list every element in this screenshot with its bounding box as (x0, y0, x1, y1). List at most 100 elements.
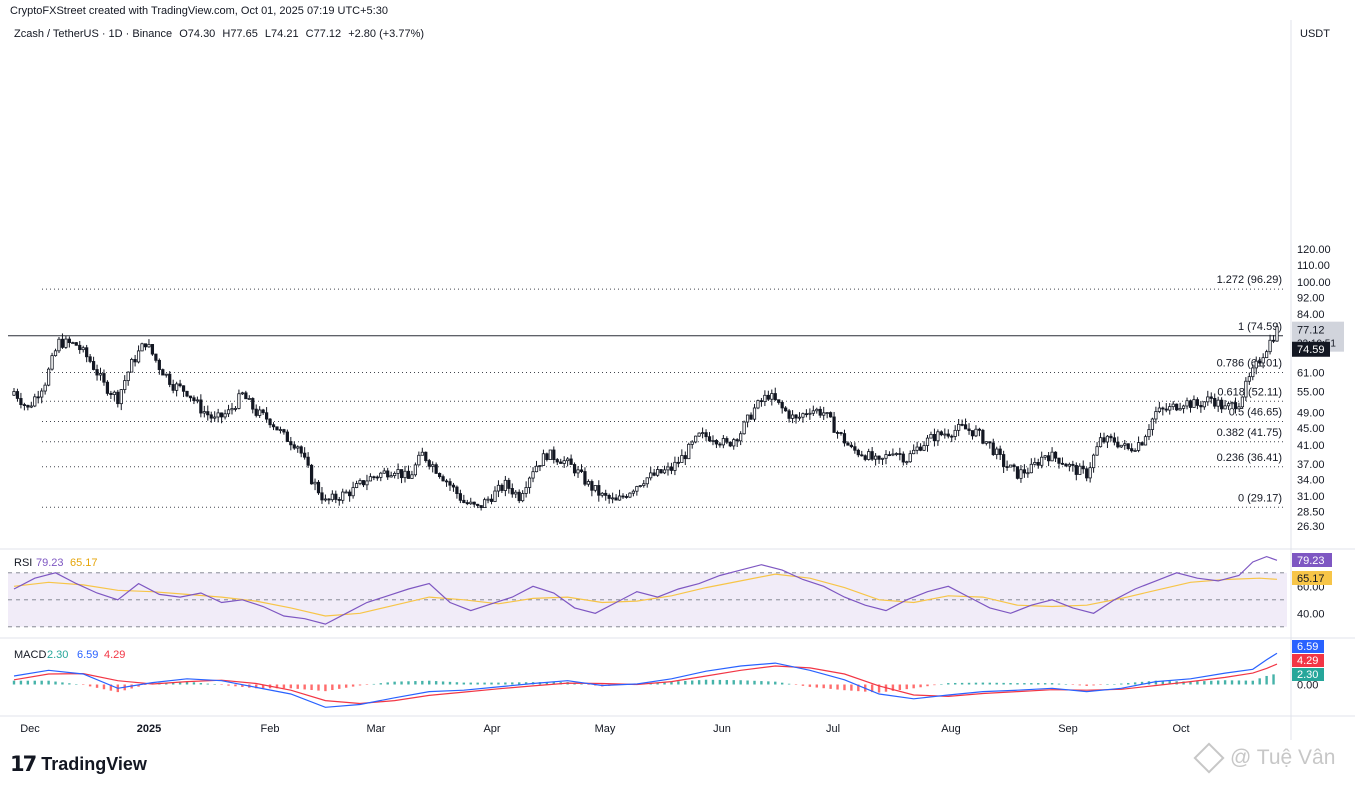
candle-body (1081, 465, 1085, 470)
candle-body (714, 440, 719, 445)
fib-level-label: 0.786 (61.01) (1217, 357, 1282, 369)
macd-histogram-bar (137, 684, 140, 687)
candle-body (469, 501, 473, 505)
macd-histogram-bar (227, 684, 230, 686)
candle-body (1140, 442, 1144, 446)
candle-body (161, 369, 165, 376)
candle (846, 441, 850, 446)
macd-histogram-bar (829, 684, 832, 689)
candle (136, 345, 141, 364)
candle-body (763, 394, 767, 402)
candle (330, 490, 334, 502)
candle (1102, 432, 1106, 444)
macd-legend-macd: 6.59 (77, 649, 98, 661)
candle-body (98, 373, 103, 376)
candle (434, 462, 438, 474)
candle-body (181, 385, 186, 392)
candle (1188, 399, 1193, 413)
candle (1247, 372, 1251, 385)
macd-histogram-bar (801, 684, 805, 686)
candle (292, 441, 296, 450)
candle-body (50, 355, 54, 370)
candle (43, 382, 47, 395)
candle (285, 429, 289, 442)
candle (908, 450, 912, 463)
candle (188, 395, 193, 402)
candle (1071, 460, 1075, 472)
candle-body (230, 408, 234, 411)
candle (541, 449, 546, 466)
macd-histogram-bar (344, 684, 348, 688)
candle-body (683, 455, 687, 460)
symbol-name[interactable]: Zcash / TetherUS · 1D · Binance (14, 28, 173, 40)
candle (642, 480, 646, 488)
candle (396, 463, 400, 480)
candle-body (697, 432, 701, 437)
macd-histogram-bar (490, 682, 493, 685)
candle (936, 429, 940, 446)
macd-histogram-bar (82, 684, 85, 685)
candle (102, 369, 106, 386)
macd-histogram-bar (704, 679, 708, 685)
candle (597, 480, 601, 502)
candle (29, 401, 33, 409)
candle (213, 411, 217, 422)
candle-body (365, 480, 369, 486)
candle-body (292, 444, 296, 449)
candle-body (1254, 360, 1258, 369)
candle-body (195, 399, 200, 402)
macd-histogram-bar (850, 684, 853, 691)
candle-body (500, 484, 504, 491)
candle-body (1237, 406, 1241, 410)
candle-body (143, 343, 148, 348)
candle-body (258, 409, 262, 416)
candle-body (320, 492, 324, 501)
candle-body (46, 368, 51, 386)
candle-body (417, 454, 421, 466)
candle-body (441, 476, 445, 482)
candle-body (140, 343, 144, 352)
candle (707, 432, 712, 442)
macd-histogram-bar (511, 682, 514, 685)
candle (88, 353, 92, 364)
candle-body (74, 342, 78, 346)
candle (26, 404, 30, 411)
macd-histogram-bar (351, 684, 355, 687)
candle-body (700, 432, 705, 435)
symbol-info-bar: Zcash / TetherUS · 1D · Binance O74.30 H… (14, 28, 428, 40)
macd-histogram-bar (988, 682, 991, 685)
macd-histogram-bar (206, 683, 209, 685)
candle (901, 451, 905, 466)
candle (749, 412, 753, 420)
candle-body (278, 429, 283, 431)
price-tick-label: 120.00 (1297, 244, 1331, 256)
candle-body (334, 493, 338, 500)
candle-body (624, 496, 629, 498)
candle (784, 406, 788, 412)
candle-body (998, 448, 1002, 455)
candle-body (95, 369, 99, 376)
candle (645, 477, 649, 488)
candle (479, 505, 483, 511)
candle (496, 480, 501, 498)
candle-body (192, 397, 196, 401)
candle-body (247, 398, 251, 400)
candle (1043, 455, 1047, 460)
candle-body (386, 470, 390, 478)
candle-body (1271, 339, 1276, 342)
candle (1268, 334, 1272, 355)
candle-body (960, 423, 964, 426)
candle-body (1258, 360, 1262, 364)
candle-body (237, 393, 241, 409)
candle-body (1109, 435, 1113, 439)
candle-body (268, 418, 272, 426)
macd-histogram-bar (261, 684, 265, 689)
fib-level-label: 1 (74.59) (1238, 321, 1282, 333)
macd-histogram-bar (414, 681, 417, 685)
candle (849, 442, 853, 449)
candle-body (898, 453, 902, 455)
candle (759, 398, 764, 407)
candle-body (880, 457, 885, 460)
candle-body (1022, 469, 1027, 474)
